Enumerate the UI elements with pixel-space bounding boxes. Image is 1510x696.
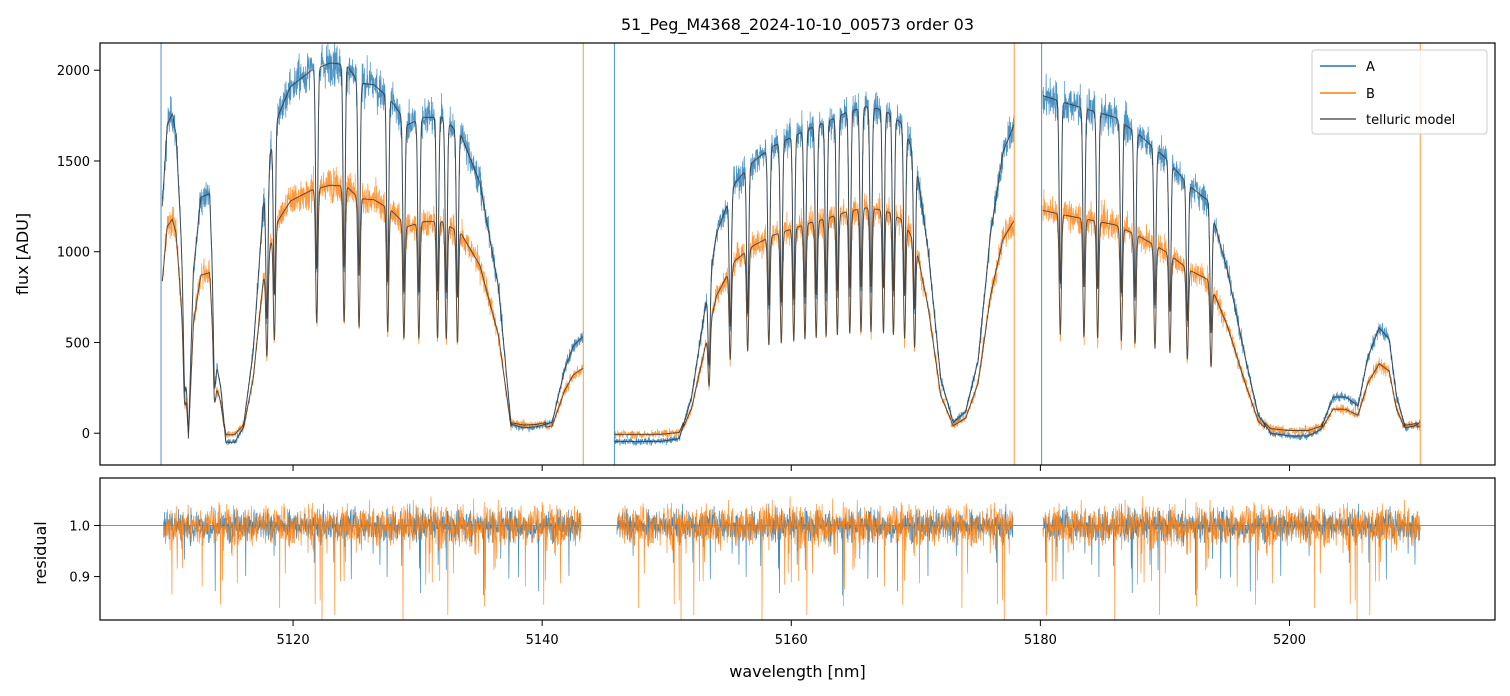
legend-label-a: A	[1366, 60, 1375, 75]
chart-title: 51_Peg_M4368_2024-10-10_00573 order 03	[621, 15, 974, 35]
telluric-model-b-segment-1	[161, 184, 584, 436]
x-tick-label-5180: 5180	[1024, 633, 1057, 648]
legend-label-b: B	[1366, 87, 1375, 102]
legend: A B telluric model	[1311, 49, 1488, 135]
top-y-axis-label: flux [ADU]	[13, 213, 32, 295]
residual-a-segment-2	[616, 503, 1014, 596]
telluric-model-b-segment-3	[1042, 209, 1421, 431]
top-y-tick-label-0: 0	[82, 427, 90, 442]
top-y-tick-label-1000: 1000	[57, 246, 90, 261]
top-y-tick-label-500: 500	[65, 336, 90, 351]
x-axis-label: wavelength [nm]	[729, 662, 866, 681]
bottom-axes-frame	[99, 477, 1496, 621]
bottom-y-tick-label-0.9: 0.9	[69, 571, 90, 586]
telluric-model-b-segment-2	[614, 207, 1015, 435]
series-b-segment-1	[161, 166, 584, 439]
legend-label-model: telluric model	[1366, 113, 1455, 128]
x-tick-label-5140: 5140	[526, 633, 559, 648]
telluric-model-a-segment-3	[1042, 95, 1421, 437]
telluric-model-a-segment-2	[614, 106, 1015, 442]
bottom-y-axis-label: residual	[31, 521, 50, 584]
series-b-segment-3	[1042, 189, 1421, 437]
x-tick-label-5200: 5200	[1273, 633, 1306, 648]
residual-b-segment-3	[1042, 496, 1421, 620]
top-axes-frame	[99, 42, 1496, 466]
x-tick-label-5120: 5120	[277, 633, 310, 648]
top-plot-area: 0 500 1000 1500 2000 flux [ADU]	[13, 42, 1496, 471]
residual-b-segment-2	[616, 496, 1014, 620]
top-y-tick-label-1500: 1500	[57, 155, 90, 170]
bottom-y-tick-label-1.0: 1.0	[69, 520, 90, 535]
residual-a-segment-3	[1042, 503, 1421, 596]
series-a-segment-1	[161, 43, 584, 445]
telluric-model-a-segment-1	[161, 62, 584, 443]
top-y-tick-label-2000: 2000	[57, 64, 90, 79]
series-b-segment-2	[614, 192, 1015, 441]
x-tick-label-5160: 5160	[775, 633, 808, 648]
bottom-plot-area: 0.9 1.0 5120 5140 5160 5180 5200 residual wav…	[31, 477, 1496, 681]
residual-b-segment-1	[163, 496, 582, 620]
legend-box	[1311, 49, 1488, 135]
